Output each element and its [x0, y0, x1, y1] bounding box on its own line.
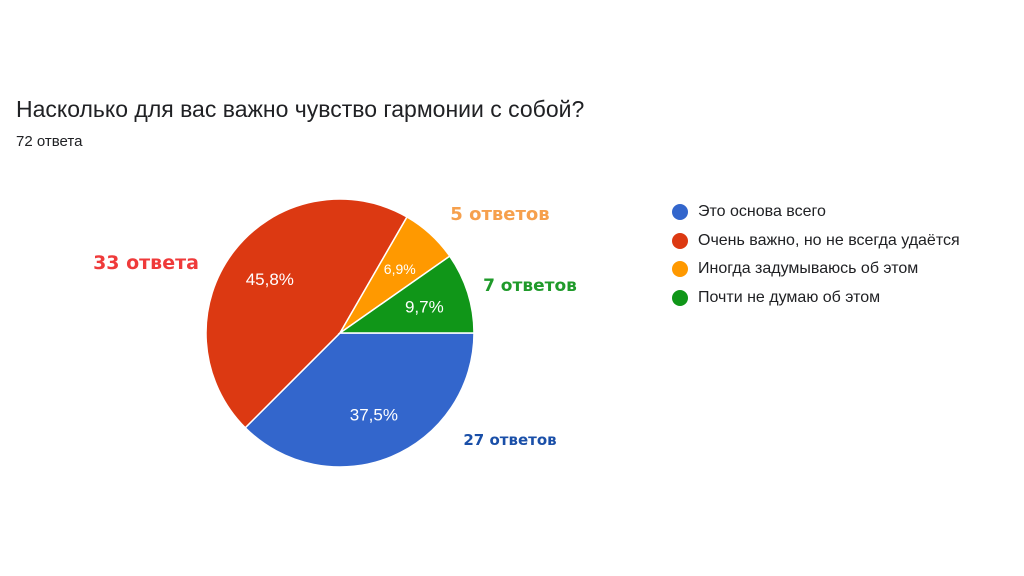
legend-swatch [672, 232, 688, 249]
legend-swatch [672, 204, 688, 221]
chart-title: Насколько для вас важно чувство гармонии… [16, 96, 585, 122]
slice-percent-label: 45,8% [246, 270, 294, 289]
slice-count-callout: 27 ответов [463, 431, 556, 449]
legend-item[interactable]: Почти не думаю об этом [672, 284, 960, 313]
chart-legend: Это основа всего Очень важно, но не всегд… [672, 198, 960, 312]
slice-count-callout: 7 ответов [483, 276, 577, 296]
legend-item[interactable]: Это основа всего [672, 198, 960, 227]
legend-label: Почти не думаю об этом [698, 288, 881, 306]
slice-percent-label: 9,7% [405, 297, 444, 316]
slice-percent-label: 6,9% [384, 261, 416, 277]
response-count: 72 ответа [16, 133, 83, 150]
slice-count-callout: 33 ответа [93, 252, 199, 274]
legend-label: Очень важно, но не всегда удаётся [698, 231, 960, 249]
slice-count-callout: 5 ответов [450, 204, 549, 225]
pie-slice[interactable] [337, 255, 475, 334]
slice-percent-label: 37,5% [350, 406, 398, 425]
legend-label: Иногда задумываюсь об этом [698, 260, 919, 278]
pie-slice[interactable] [244, 332, 475, 468]
legend-item[interactable]: Очень важно, но не всегда удаётся [672, 227, 960, 256]
legend-item[interactable]: Иногда задумываюсь об этом [672, 255, 960, 284]
legend-swatch [672, 261, 688, 278]
legend-swatch [672, 289, 688, 306]
pie-slice[interactable] [205, 198, 409, 429]
legend-label: Это основа всего [698, 203, 826, 221]
